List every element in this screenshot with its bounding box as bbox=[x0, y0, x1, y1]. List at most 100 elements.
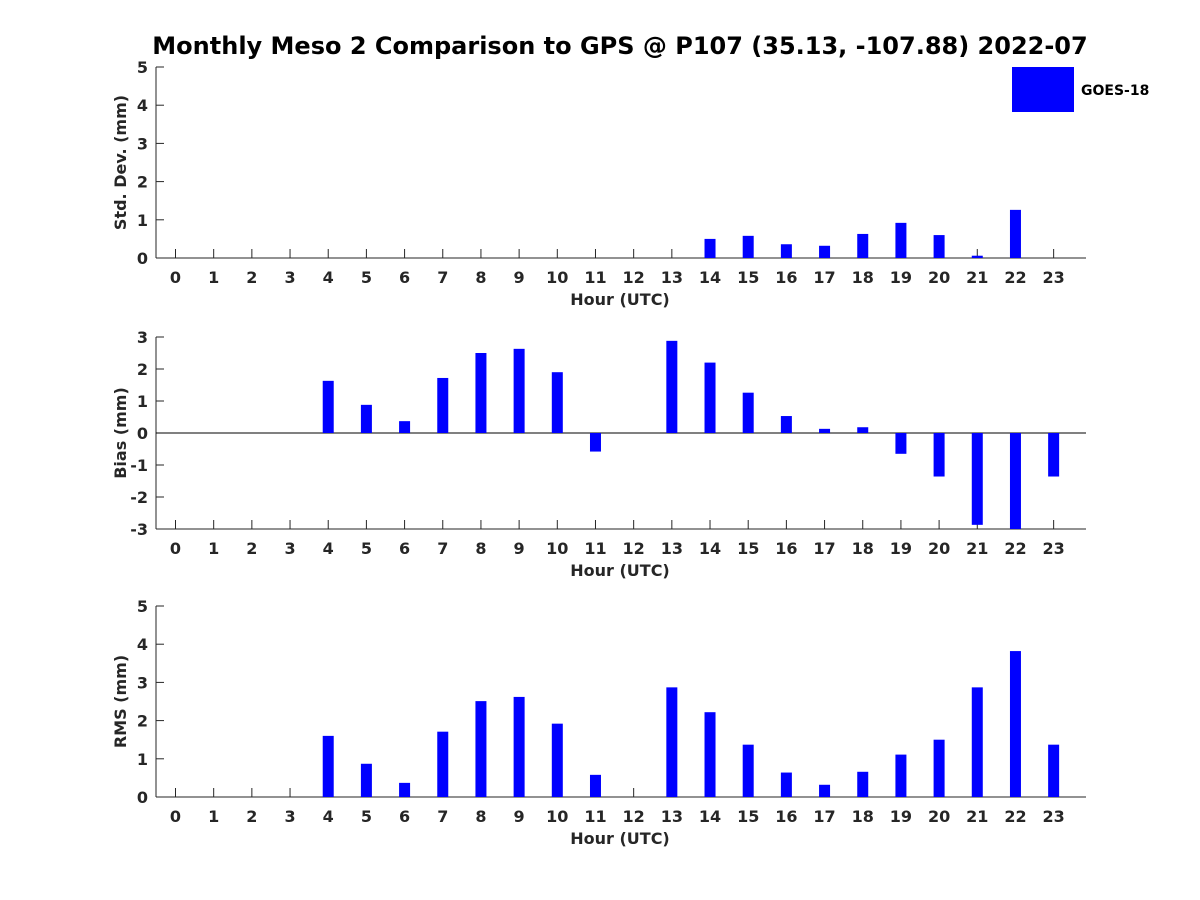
x-tick-label: 3 bbox=[284, 807, 295, 826]
bar-bias-17 bbox=[819, 428, 831, 433]
x-tick-label: 13 bbox=[661, 807, 683, 826]
x-tick-label: 15 bbox=[737, 807, 759, 826]
bar-rms-10 bbox=[551, 723, 563, 797]
x-axis-label: Hour (UTC) bbox=[570, 561, 670, 580]
bar-std-dev-20 bbox=[933, 235, 945, 258]
bar-rms-20 bbox=[933, 739, 945, 797]
x-tick-label: 9 bbox=[514, 807, 525, 826]
x-tick-label: 12 bbox=[623, 268, 645, 287]
bar-rms-23 bbox=[1048, 744, 1060, 797]
x-tick-label: 19 bbox=[890, 807, 912, 826]
x-tick-label: 16 bbox=[775, 539, 797, 558]
x-tick-label: 1 bbox=[208, 268, 219, 287]
x-tick-label: 17 bbox=[813, 268, 835, 287]
x-tick-label: 16 bbox=[775, 268, 797, 287]
x-tick-label: 2 bbox=[246, 268, 257, 287]
y-axis-label: Std. Dev. (mm) bbox=[111, 95, 130, 230]
bar-bias-20 bbox=[933, 433, 945, 477]
bar-rms-13 bbox=[666, 687, 678, 797]
x-tick-label: 3 bbox=[284, 539, 295, 558]
x-tick-label: 10 bbox=[546, 539, 568, 558]
y-tick-label: 5 bbox=[137, 58, 148, 77]
y-tick-label: 1 bbox=[137, 392, 148, 411]
x-tick-label: 14 bbox=[699, 807, 721, 826]
x-tick-label: 11 bbox=[584, 539, 606, 558]
bar-rms-8 bbox=[475, 701, 487, 797]
x-tick-label: 12 bbox=[623, 807, 645, 826]
x-tick-label: 15 bbox=[737, 268, 759, 287]
bar-bias-8 bbox=[475, 353, 487, 433]
x-axis-label: Hour (UTC) bbox=[570, 829, 670, 848]
x-tick-label: 8 bbox=[475, 268, 486, 287]
bar-rms-16 bbox=[780, 772, 792, 797]
x-tick-label: 8 bbox=[475, 807, 486, 826]
bar-std-dev-19 bbox=[895, 222, 907, 258]
x-tick-label: 23 bbox=[1043, 539, 1065, 558]
x-tick-label: 13 bbox=[661, 539, 683, 558]
legend-label: GOES-18 bbox=[1081, 83, 1149, 99]
x-tick-label: 20 bbox=[928, 268, 950, 287]
y-tick-label: 3 bbox=[137, 328, 148, 347]
x-tick-label: 18 bbox=[852, 268, 874, 287]
y-tick-label: 3 bbox=[137, 673, 148, 692]
bar-rms-15 bbox=[742, 744, 754, 797]
bar-bias-18 bbox=[857, 427, 869, 433]
x-tick-label: 11 bbox=[584, 807, 606, 826]
y-tick-label: 0 bbox=[137, 788, 148, 807]
x-tick-label: 4 bbox=[323, 539, 334, 558]
x-tick-label: 4 bbox=[323, 268, 334, 287]
bar-rms-18 bbox=[857, 771, 869, 797]
x-tick-label: 17 bbox=[813, 539, 835, 558]
bar-rms-14 bbox=[704, 712, 716, 797]
y-axis-label: RMS (mm) bbox=[111, 655, 130, 748]
x-tick-label: 11 bbox=[584, 268, 606, 287]
bar-std-dev-17 bbox=[819, 245, 831, 258]
x-tick-label: 22 bbox=[1004, 268, 1026, 287]
bar-rms-22 bbox=[1009, 651, 1021, 797]
x-tick-label: 6 bbox=[399, 268, 410, 287]
x-tick-label: 7 bbox=[437, 807, 448, 826]
x-tick-label: 5 bbox=[361, 539, 372, 558]
y-tick-label: 0 bbox=[137, 424, 148, 443]
x-tick-label: 7 bbox=[437, 268, 448, 287]
bar-std-dev-16 bbox=[780, 244, 792, 258]
x-tick-label: 10 bbox=[546, 268, 568, 287]
bar-std-dev-18 bbox=[857, 233, 869, 258]
y-tick-label: 2 bbox=[137, 360, 148, 379]
x-tick-label: 20 bbox=[928, 539, 950, 558]
bar-rms-11 bbox=[589, 774, 601, 797]
bar-bias-19 bbox=[895, 433, 907, 454]
x-tick-label: 19 bbox=[890, 539, 912, 558]
bar-bias-23 bbox=[1048, 433, 1060, 477]
y-tick-label: 2 bbox=[137, 712, 148, 731]
x-tick-label: 9 bbox=[514, 539, 525, 558]
x-tick-label: 23 bbox=[1043, 268, 1065, 287]
bar-std-dev-14 bbox=[704, 238, 716, 258]
x-tick-label: 20 bbox=[928, 807, 950, 826]
bar-bias-10 bbox=[551, 372, 563, 433]
y-tick-label: -1 bbox=[130, 456, 148, 475]
x-tick-label: 0 bbox=[170, 268, 181, 287]
x-tick-label: 22 bbox=[1004, 807, 1026, 826]
x-tick-label: 2 bbox=[246, 539, 257, 558]
legend-swatch bbox=[1012, 67, 1074, 112]
x-tick-label: 18 bbox=[852, 539, 874, 558]
x-tick-label: 10 bbox=[546, 807, 568, 826]
bar-rms-4 bbox=[322, 735, 334, 797]
bar-rms-9 bbox=[513, 696, 525, 797]
y-tick-label: 0 bbox=[137, 249, 148, 268]
x-tick-label: 23 bbox=[1043, 807, 1065, 826]
bar-bias-6 bbox=[399, 421, 411, 433]
bar-bias-7 bbox=[437, 377, 449, 433]
x-tick-label: 18 bbox=[852, 807, 874, 826]
x-tick-label: 21 bbox=[966, 268, 988, 287]
x-tick-label: 6 bbox=[399, 807, 410, 826]
bar-std-dev-21 bbox=[971, 255, 983, 258]
bar-bias-15 bbox=[742, 392, 754, 433]
x-tick-label: 7 bbox=[437, 539, 448, 558]
x-tick-label: 0 bbox=[170, 539, 181, 558]
y-tick-label: 4 bbox=[137, 96, 148, 115]
